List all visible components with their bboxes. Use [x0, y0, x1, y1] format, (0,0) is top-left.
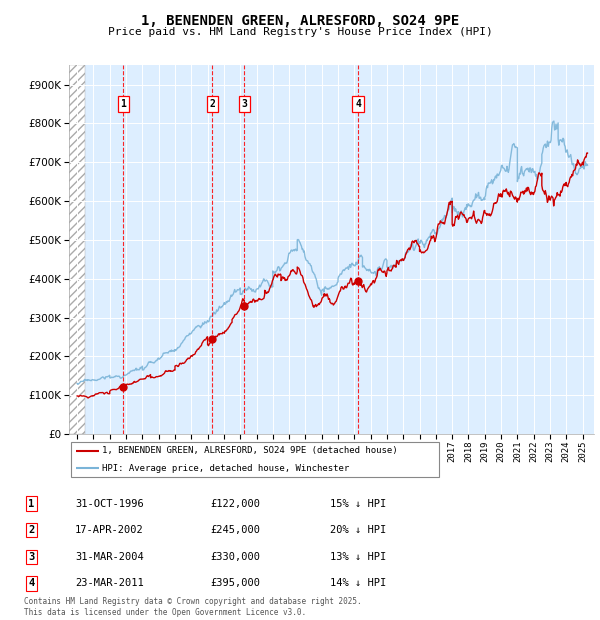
Text: 23-MAR-2011: 23-MAR-2011	[75, 578, 144, 588]
Text: 17-APR-2002: 17-APR-2002	[75, 525, 144, 535]
Text: 14% ↓ HPI: 14% ↓ HPI	[330, 578, 386, 588]
Text: 2: 2	[28, 525, 34, 535]
Text: 15% ↓ HPI: 15% ↓ HPI	[330, 498, 386, 508]
Text: HPI: Average price, detached house, Winchester: HPI: Average price, detached house, Winc…	[103, 464, 350, 473]
Text: 20% ↓ HPI: 20% ↓ HPI	[330, 525, 386, 535]
FancyBboxPatch shape	[71, 442, 439, 477]
Bar	[69, 65, 85, 434]
Text: 31-MAR-2004: 31-MAR-2004	[75, 552, 144, 562]
Text: 4: 4	[28, 578, 34, 588]
Text: £122,000: £122,000	[210, 498, 260, 508]
Text: 1: 1	[121, 99, 126, 109]
Text: 3: 3	[28, 552, 34, 562]
Text: £245,000: £245,000	[210, 525, 260, 535]
Text: 31-OCT-1996: 31-OCT-1996	[75, 498, 144, 508]
Text: 3: 3	[241, 99, 247, 109]
Text: £395,000: £395,000	[210, 578, 260, 588]
Text: Contains HM Land Registry data © Crown copyright and database right 2025.
This d: Contains HM Land Registry data © Crown c…	[24, 598, 362, 617]
Text: 13% ↓ HPI: 13% ↓ HPI	[330, 552, 386, 562]
Text: 2: 2	[209, 99, 215, 109]
Text: Price paid vs. HM Land Registry's House Price Index (HPI): Price paid vs. HM Land Registry's House …	[107, 27, 493, 37]
Text: 4: 4	[355, 99, 361, 109]
Text: £330,000: £330,000	[210, 552, 260, 562]
Text: 1, BENENDEN GREEN, ALRESFORD, SO24 9PE (detached house): 1, BENENDEN GREEN, ALRESFORD, SO24 9PE (…	[103, 446, 398, 455]
Text: 1: 1	[28, 498, 34, 508]
Text: 1, BENENDEN GREEN, ALRESFORD, SO24 9PE: 1, BENENDEN GREEN, ALRESFORD, SO24 9PE	[141, 14, 459, 28]
